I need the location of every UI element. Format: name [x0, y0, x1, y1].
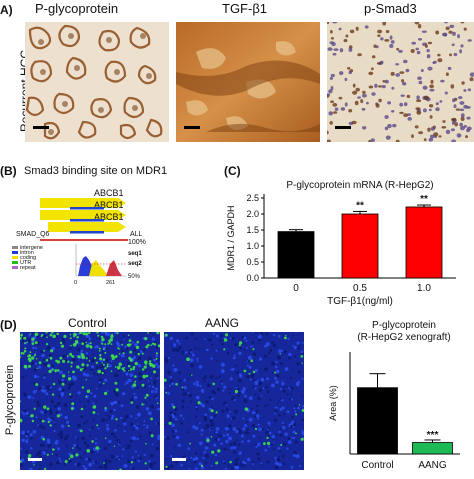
scale-bar-a3 [335, 126, 351, 129]
chart-d-ylabel: Area (%) [328, 385, 338, 421]
chart-c-xlabel: TGF-β1(ng/ml) [327, 296, 393, 307]
fluorescence-control-image [20, 332, 160, 470]
axis-tick-0: 0 [74, 280, 77, 286]
gene-label-2: ABCB1 [94, 200, 124, 210]
scale-bar-a2 [184, 126, 200, 129]
chart-d: P-glycoprotein (R-HepG2 xenograft) Area (%… [310, 318, 474, 474]
micrograph-tgf [176, 22, 320, 142]
chart-c-ytick-label: 2.0 [246, 209, 259, 219]
legend-intergene: intergene [20, 245, 43, 251]
legend-intron: intron [20, 250, 34, 256]
chart-c-ytick-label: 1.5 [246, 225, 259, 235]
chart-c-title: P-glycoprotein mRNA (R-HepG2) [286, 180, 433, 191]
exon-mark-3 [70, 231, 104, 234]
micrograph-tgf-image [176, 22, 320, 142]
panel-b-letter: (B) [0, 164, 17, 178]
gene-label-3: ABCB1 [94, 212, 124, 222]
panel-b-title: Smad3 binding site on MDR1 [24, 165, 168, 177]
seq1-label: seq1 [128, 251, 142, 257]
micrograph-pgp-image [25, 22, 169, 142]
panel-c-letter: (C) [224, 164, 241, 178]
all-label: ALL [130, 231, 143, 238]
chart-d-bar [357, 387, 398, 455]
chart-d-title: P-glycoprotein [372, 320, 436, 331]
chart-c-ytick-label: 0.0 [246, 273, 259, 283]
chart-c-ytick-label: 2.5 [246, 193, 259, 203]
legend-utr: UTR [20, 260, 31, 266]
chart-c-bar [277, 231, 315, 279]
chart-c-significance: ** [420, 194, 428, 205]
chart-c-ylabel: MDR1 / GAPDH [226, 205, 236, 270]
panel-d-letter: (D) [0, 318, 17, 332]
gene-track-1 [40, 198, 126, 208]
legend-swatch-intergene [12, 246, 18, 249]
micrograph-psmad3 [327, 22, 474, 142]
chart-d-bar [412, 442, 453, 455]
panel-d-col-aang: AANG [205, 316, 240, 330]
motif-label: SMAD_Q6 [16, 231, 50, 238]
panel-d-row-label: P-glycoprotein [4, 364, 16, 436]
gene-track-3 [48, 222, 126, 232]
chart-c: P-glycoprotein mRNA (R-HepG2) 0.0 0.5 1.0 1.… [220, 176, 474, 312]
chart-c-bar [341, 213, 379, 279]
binding-site-diagram: ABCB1 ABCB1 ABCB1 SMAD_Q6 ALL 100% inter… [10, 186, 160, 286]
fluorescence-control [20, 332, 160, 470]
axis-tick-261: 261 [106, 280, 115, 286]
chart-c-ytick-label: 0.5 [246, 257, 259, 267]
legend-swatch-utr [12, 261, 18, 264]
exon-mark-1 [70, 207, 104, 210]
chart-d-xtick-label: Control [361, 460, 393, 471]
fluorescence-aang-image [164, 332, 304, 470]
scale-bar-d1 [28, 458, 42, 461]
panel-a-letter: A) [0, 3, 13, 17]
conservation-plot [75, 244, 126, 277]
exon-mark-2 [70, 219, 104, 222]
legend-swatch-intron [12, 251, 18, 254]
legend-swatch-repeat [12, 266, 18, 269]
scale-bar-a1 [33, 126, 49, 129]
legend-repeat: repeat [20, 265, 36, 271]
chart-c-xtick-label: 0 [293, 283, 299, 294]
pct-100-label: 100% [128, 239, 146, 246]
fluorescence-aang [164, 332, 304, 470]
chart-c-xtick-label: 0.5 [353, 283, 367, 294]
legend-swatch-coding [12, 256, 18, 259]
scale-bar-d2 [172, 458, 186, 461]
chart-d-significance: *** [427, 430, 439, 441]
micrograph-psmad3-image [327, 22, 474, 142]
chart-c-ytick-label: 1.0 [246, 241, 259, 251]
seq2-label: seq2 [128, 261, 142, 267]
chart-d-subtitle: (R-HepG2 xenograft) [357, 332, 450, 343]
micrograph-pgp [25, 22, 169, 142]
panel-d-col-control: Control [68, 316, 107, 330]
pct-50-label: 50% [128, 274, 141, 280]
chart-c-xtick-label: 1.0 [417, 283, 431, 294]
legend-coding: coding [20, 255, 36, 261]
gene-label-1: ABCB1 [94, 188, 124, 198]
panel-a-col-tgf: TGF-β1 [222, 1, 268, 16]
panel-a-col-psmad3: p-Smad3 [364, 1, 417, 16]
chart-d-xtick-label: AANG [418, 460, 447, 471]
panel-a-col-pgp: P-glycoprotein [35, 1, 119, 16]
chart-c-bar [405, 206, 443, 279]
gene-track-2 [40, 210, 126, 220]
chart-c-significance: ** [356, 200, 364, 211]
